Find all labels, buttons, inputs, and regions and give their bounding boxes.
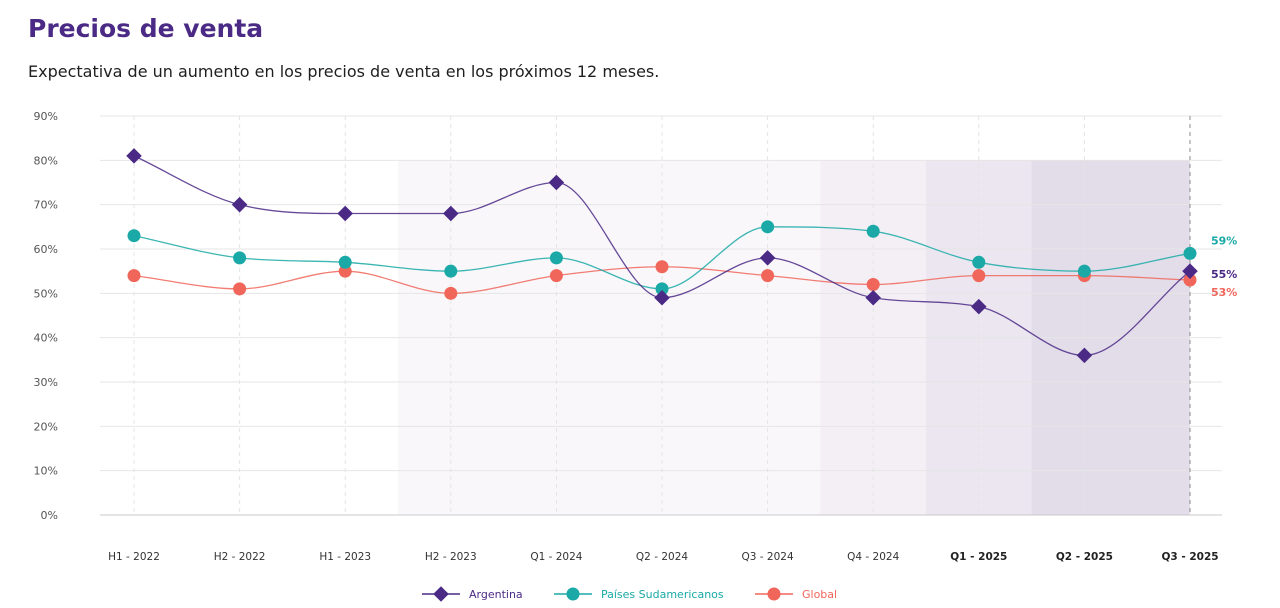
data-point [655,282,669,296]
legend-label: Global [802,588,837,601]
data-point [233,282,247,296]
y-tick-label: 0% [41,509,58,522]
data-point [655,260,669,274]
legend-label: Países Sudamericanos [601,588,724,601]
data-point [127,229,141,243]
legend-label: Argentina [469,588,523,601]
x-tick-label: H1 - 2023 [319,551,371,563]
x-tick-label: Q2 - 2024 [636,551,688,563]
data-point [1182,263,1198,279]
data-point [549,269,563,283]
data-point [761,220,775,234]
data-point [548,174,565,191]
y-tick-label: 40% [34,332,58,345]
data-point [338,255,352,269]
y-tick-label: 70% [34,199,58,212]
data-point [231,196,248,213]
legend-marker [566,587,580,601]
y-tick-label: 90% [34,110,58,123]
x-axis: H1 - 2022 H2 - 2022 H1 - 2023 H2 - 2023 Q1 -… [108,551,1218,563]
x-tick-label: Q2 - 2025 [1056,551,1113,563]
data-point [1183,273,1197,287]
y-axis: 0% 10% 20% 30% 40% 50% 60% 70% 80% 90% [34,110,58,522]
data-point [866,224,880,238]
legend-marker [767,587,781,601]
data-point [444,286,458,300]
data-point [972,269,986,283]
x-tick-label: Q1 - 2025 [950,551,1007,563]
end-labels: 55% 59% 53% [1211,234,1237,299]
end-value-label: 55% [1211,268,1237,281]
y-tick-label: 30% [34,376,58,389]
end-value-label: 59% [1211,234,1237,247]
data-point [337,205,353,222]
chart-title: Precios de venta [28,14,264,43]
x-tick-label: H1 - 2022 [108,551,160,563]
y-tick-label: 80% [34,154,58,167]
x-tick-label: Q3 - 2024 [742,551,794,563]
y-tick-label: 60% [34,243,58,256]
data-point [1077,264,1091,278]
legend-marker [433,586,449,602]
chart-subtitle: Expectativa de un aumento en los precios… [28,62,660,81]
data-point [1183,246,1197,260]
data-point [761,269,775,283]
data-point [866,277,880,291]
data-point [443,205,459,222]
y-tick-label: 50% [34,287,58,300]
data-point [126,148,142,164]
data-point [444,264,458,278]
x-tick-label: H2 - 2023 [425,551,477,563]
y-tick-label: 10% [34,465,58,478]
data-point [233,251,247,265]
x-tick-label: Q4 - 2024 [847,551,899,563]
grid-lines [100,115,1222,516]
x-tick-label: H2 - 2022 [214,551,266,563]
data-point [127,269,141,283]
x-tick-label: Q3 - 2025 [1161,551,1218,563]
data-point [1076,347,1093,364]
data-point [972,255,986,269]
end-value-label: 53% [1211,286,1237,299]
x-tick-label: Q1 - 2024 [530,551,582,563]
legend: Argentina Países Sudamericanos Global [422,586,837,602]
y-tick-label: 20% [34,420,58,433]
data-point [549,251,563,265]
